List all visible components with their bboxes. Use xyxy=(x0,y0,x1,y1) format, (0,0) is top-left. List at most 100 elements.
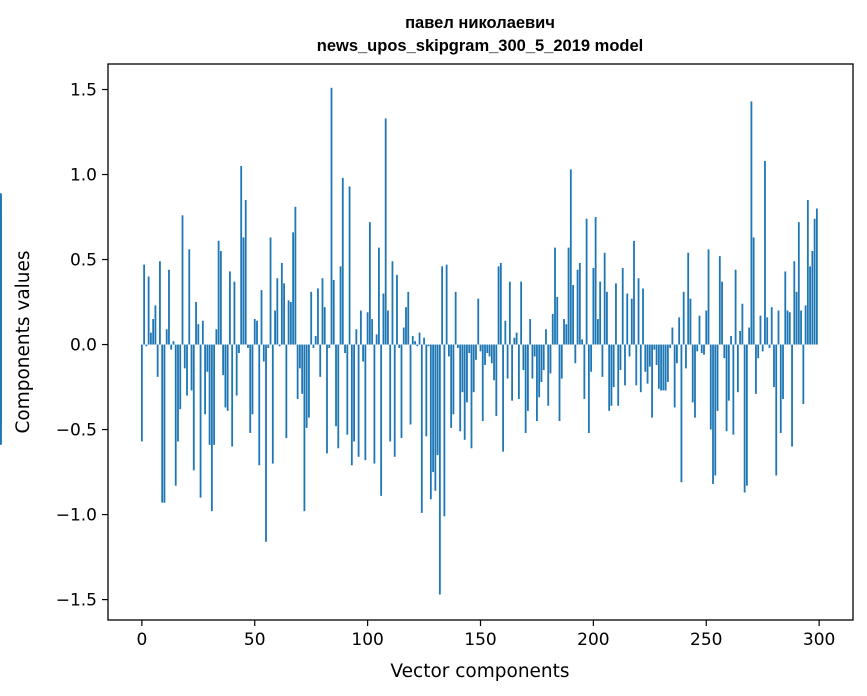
bar xyxy=(461,344,464,393)
bar xyxy=(750,101,753,345)
bar xyxy=(522,344,525,371)
bar xyxy=(238,344,240,354)
bar xyxy=(258,344,261,466)
bar xyxy=(414,341,416,345)
bar xyxy=(815,208,818,345)
bar xyxy=(547,344,550,406)
bar xyxy=(716,344,719,411)
bar xyxy=(479,344,482,352)
bar xyxy=(508,281,511,345)
bar xyxy=(768,344,771,348)
bar xyxy=(375,334,378,345)
bar xyxy=(770,307,773,345)
bar xyxy=(651,344,653,418)
bar xyxy=(581,339,583,345)
bar xyxy=(565,324,568,345)
bar xyxy=(445,264,448,345)
bar xyxy=(755,344,757,394)
bar xyxy=(603,252,606,345)
bar xyxy=(666,344,669,382)
bar xyxy=(253,319,256,345)
bar xyxy=(265,344,267,542)
bar xyxy=(143,264,146,345)
bar xyxy=(671,327,674,345)
bar xyxy=(488,344,491,357)
bar xyxy=(206,344,209,372)
bar xyxy=(229,271,231,345)
bar xyxy=(739,330,742,345)
bar xyxy=(524,344,527,433)
bar xyxy=(289,302,292,345)
bar xyxy=(251,344,254,415)
bar xyxy=(556,296,559,345)
bar xyxy=(463,344,466,440)
bar xyxy=(296,344,299,399)
bar xyxy=(436,344,439,456)
bar xyxy=(644,344,647,372)
bar xyxy=(766,317,769,345)
bar xyxy=(312,344,315,348)
bar xyxy=(517,344,520,399)
bar xyxy=(615,283,617,345)
bar xyxy=(165,329,168,345)
bar xyxy=(800,310,802,345)
bar xyxy=(536,344,538,422)
bar xyxy=(567,247,570,345)
x-tick-label: 200 xyxy=(577,630,609,650)
bar xyxy=(529,319,532,345)
bar xyxy=(217,240,220,345)
bar xyxy=(434,344,437,491)
bar xyxy=(287,300,290,345)
bar xyxy=(190,344,193,391)
chart-title: павел николаевич xyxy=(405,14,555,32)
bar xyxy=(734,269,737,345)
bar xyxy=(723,344,726,359)
y-tick-label: 0.0 xyxy=(70,336,97,356)
bar xyxy=(709,344,712,430)
bar xyxy=(642,288,644,345)
bar xyxy=(398,344,401,348)
bar xyxy=(648,344,651,367)
bar xyxy=(292,232,295,345)
x-tick-label: 250 xyxy=(690,630,722,650)
bar xyxy=(174,344,177,486)
bar xyxy=(420,344,423,513)
bar xyxy=(152,319,155,345)
y-axis-ticks: 1.5 1.0 0.5 0.0 −0.5 −1.0 −1.5 xyxy=(56,81,108,611)
x-tick-label: 100 xyxy=(351,630,383,650)
bar xyxy=(188,249,191,345)
bar xyxy=(457,344,459,348)
bar xyxy=(585,218,588,345)
bar xyxy=(678,317,681,345)
bar xyxy=(156,344,159,377)
bar xyxy=(418,332,421,345)
bar xyxy=(262,344,265,362)
bar xyxy=(391,261,394,345)
bar xyxy=(384,118,387,345)
y-tick-label: −0.5 xyxy=(56,421,97,441)
bar xyxy=(809,266,812,345)
bar xyxy=(646,344,649,384)
bar xyxy=(172,341,175,345)
bar xyxy=(341,177,344,345)
bar xyxy=(192,344,195,471)
bar xyxy=(231,344,234,447)
bar xyxy=(784,271,787,345)
bar xyxy=(303,344,306,512)
bar xyxy=(736,344,739,393)
bar xyxy=(583,344,586,399)
bar xyxy=(159,261,161,345)
bar xyxy=(407,291,410,345)
bar xyxy=(427,344,430,347)
bar xyxy=(569,169,572,345)
bar xyxy=(0,276,2,345)
bar xyxy=(269,237,272,345)
x-tick-label: 300 xyxy=(803,630,835,650)
bar xyxy=(669,344,672,348)
bar xyxy=(348,186,351,345)
bar xyxy=(628,344,631,357)
bar xyxy=(400,344,403,439)
bar xyxy=(759,315,762,345)
bar xyxy=(725,344,728,432)
bar xyxy=(560,344,563,379)
